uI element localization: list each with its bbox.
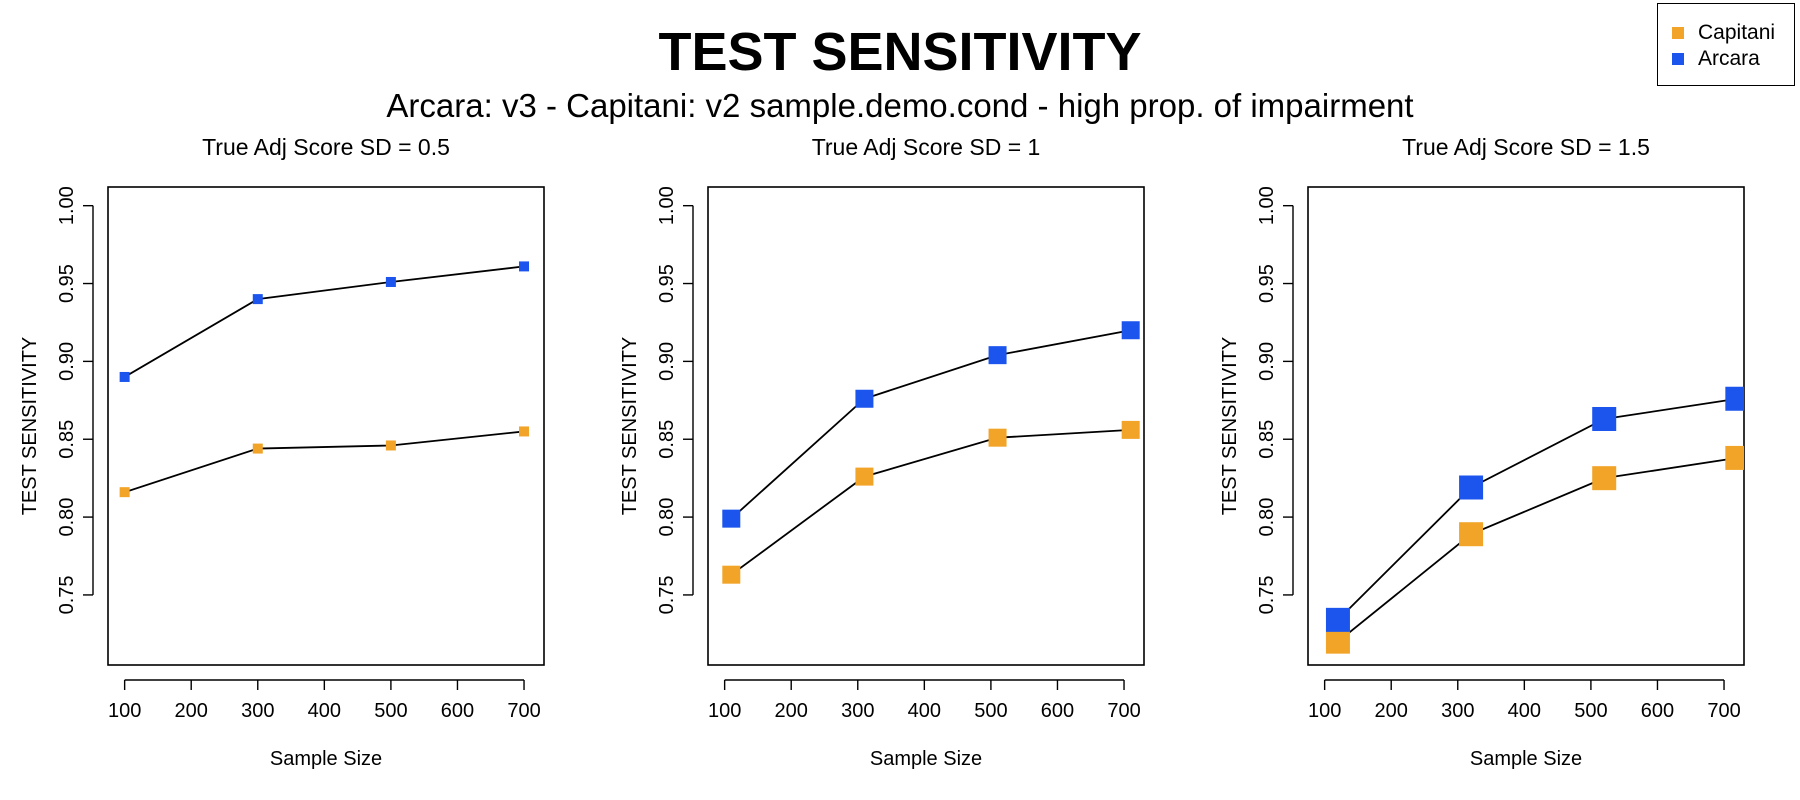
data-point-arcara	[988, 346, 1007, 365]
x-tick-label: 400	[308, 700, 341, 722]
markers	[722, 321, 1140, 584]
x-tick-label: 700	[1107, 700, 1140, 722]
data-point-capitani	[988, 428, 1007, 447]
plot-frame	[707, 186, 1145, 666]
x-tick-label: 700	[507, 700, 540, 722]
plot-frame	[1307, 186, 1745, 666]
x-tick-label: 200	[175, 700, 208, 722]
x-tick-label: 600	[1641, 700, 1674, 722]
y-tick-label: 0.75	[1256, 575, 1278, 614]
data-point-capitani	[1121, 420, 1140, 439]
y-tick-label: 0.90	[656, 342, 678, 381]
y-tick-label: 0.80	[656, 498, 678, 537]
panel-1: True Adj Score SD = 0.5 Sample Size TEST S…	[19, 134, 545, 770]
x-tick-label: 200	[775, 700, 808, 722]
x-tick-label: 500	[1574, 700, 1607, 722]
y-tick-label: 0.95	[656, 264, 678, 303]
data-point-capitani	[252, 443, 263, 454]
series-line-arcara	[124, 265, 525, 378]
y-tick-label: 1.00	[56, 186, 78, 225]
panel-title: True Adj Score SD = 1	[812, 134, 1041, 160]
data-point-capitani	[1725, 445, 1744, 470]
y-axis-label: TEST SENSITIVITY	[619, 337, 641, 516]
y-tick-label: 0.90	[1256, 342, 1278, 381]
data-point-arcara	[722, 509, 741, 528]
panel-2: True Adj Score SD = 1 Sample Size TEST SEN…	[619, 134, 1145, 770]
data-point-capitani	[1325, 629, 1350, 654]
x-axis-label: Sample Size	[870, 748, 982, 770]
legend-item-capitani: Capitani	[1672, 20, 1775, 46]
x-tick-label: 300	[1441, 700, 1474, 722]
legend: Capitani Arcara	[1657, 3, 1795, 86]
markers	[1325, 386, 1744, 654]
x-tick-label: 500	[974, 700, 1007, 722]
plot-frame	[107, 186, 545, 666]
x-axis-label: Sample Size	[1470, 748, 1582, 770]
data-point-arcara	[519, 261, 530, 272]
data-point-capitani	[1459, 522, 1484, 547]
data-point-arcara	[119, 371, 130, 382]
x-tick-label: 200	[1375, 700, 1408, 722]
x-tick-label: 400	[1508, 700, 1541, 722]
y-tick-label: 0.85	[1256, 420, 1278, 459]
y-tick-label: 0.95	[1256, 264, 1278, 303]
chart-subtitle: Arcara: v3 - Capitani: v2 sample.demo.co…	[386, 87, 1414, 124]
data-point-arcara	[1121, 321, 1140, 340]
legend-swatch-capitani	[1672, 27, 1684, 39]
data-point-capitani	[1592, 466, 1617, 491]
data-point-capitani	[855, 467, 874, 486]
x-tick-label: 100	[1308, 700, 1341, 722]
data-point-arcara	[1325, 607, 1350, 632]
data-point-capitani	[519, 426, 530, 437]
x-tick-label: 100	[708, 700, 741, 722]
data-point-arcara	[855, 389, 874, 408]
y-tick-label: 1.00	[656, 186, 678, 225]
data-point-arcara	[1459, 475, 1484, 500]
legend-item-arcara: Arcara	[1672, 46, 1760, 72]
y-tick-label: 0.75	[56, 575, 78, 614]
y-axis-label: TEST SENSITIVITY	[19, 337, 41, 516]
legend-label-arcara: Arcara	[1698, 47, 1760, 70]
chart-title: TEST SENSITIVITY	[658, 22, 1142, 82]
markers	[119, 261, 530, 498]
y-tick-label: 0.85	[56, 420, 78, 459]
data-point-arcara	[1592, 406, 1617, 431]
data-point-arcara	[252, 294, 263, 305]
legend-swatch-arcara	[1672, 53, 1684, 65]
x-tick-label: 300	[241, 700, 274, 722]
x-tick-label: 700	[1707, 700, 1740, 722]
series-line-capitani	[1337, 457, 1738, 643]
panel-3: True Adj Score SD = 1.5 Sample Size TEST S…	[1219, 134, 1745, 770]
legend-label-capitani: Capitani	[1698, 21, 1776, 44]
x-tick-label: 100	[108, 700, 141, 722]
y-tick-label: 0.85	[656, 420, 678, 459]
series-line-arcara	[1337, 397, 1738, 621]
y-tick-label: 1.00	[1256, 186, 1278, 225]
data-point-capitani	[722, 565, 741, 584]
y-tick-label: 0.95	[56, 264, 78, 303]
series-line-arcara	[730, 329, 1131, 520]
data-point-arcara	[1725, 386, 1744, 411]
data-point-capitani	[385, 440, 396, 451]
x-tick-label: 400	[908, 700, 941, 722]
x-tick-label: 600	[1041, 700, 1074, 722]
x-axis-label: Sample Size	[270, 748, 382, 770]
panel-title: True Adj Score SD = 0.5	[202, 134, 450, 160]
y-axis-label: TEST SENSITIVITY	[1219, 337, 1241, 516]
y-tick-label: 0.80	[1256, 498, 1278, 537]
y-tick-label: 0.75	[656, 575, 678, 614]
panel-title: True Adj Score SD = 1.5	[1402, 134, 1650, 160]
data-point-capitani	[119, 487, 130, 498]
x-tick-label: 300	[841, 700, 874, 722]
y-tick-label: 0.80	[56, 498, 78, 537]
x-tick-label: 600	[441, 700, 474, 722]
y-tick-label: 0.90	[56, 342, 78, 381]
data-point-arcara	[385, 276, 396, 287]
series-line-capitani	[124, 430, 525, 494]
series-line-capitani	[730, 428, 1131, 576]
x-tick-label: 500	[374, 700, 407, 722]
